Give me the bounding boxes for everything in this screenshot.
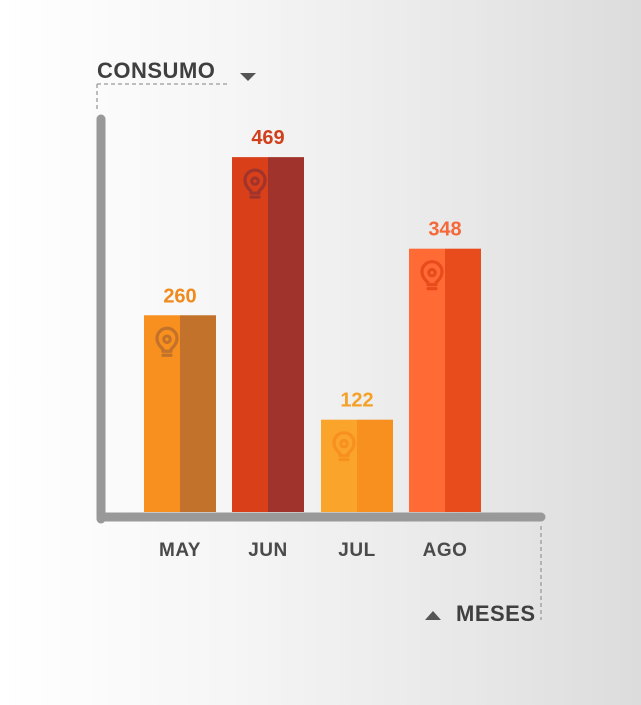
bar-side-ago — [445, 248, 481, 512]
data-label-jul: 122 — [340, 390, 373, 412]
bar-jun: 469 — [232, 127, 304, 512]
bar-side-jul — [357, 419, 393, 512]
lightbulb-icon — [243, 168, 267, 199]
data-label-may: 260 — [163, 285, 196, 307]
tick-label-ago: AGO — [423, 540, 468, 561]
lightbulb-icon — [332, 431, 356, 462]
bar-front-jun — [232, 157, 268, 512]
x-axis-title: MESES — [456, 601, 536, 626]
x-axis-up-icon[interactable] — [425, 611, 441, 620]
tick-label-jun: JUN — [248, 540, 288, 561]
y-axis-title: CONSUMO — [97, 58, 215, 83]
tick-label-may: MAY — [159, 540, 201, 561]
bar-side-may — [180, 315, 216, 512]
bar-front-ago — [409, 248, 445, 512]
data-label-ago: 348 — [428, 219, 461, 241]
data-label-jun: 469 — [251, 127, 284, 149]
bar-jul: 122 — [321, 390, 393, 512]
bar-may: 260 — [144, 285, 216, 512]
bar-side-jun — [268, 157, 304, 512]
y-axis-dropdown-icon[interactable] — [240, 73, 256, 81]
lightbulb-icon — [155, 326, 179, 357]
tick-label-jul: JUL — [338, 540, 375, 561]
bar-ago: 348 — [409, 219, 481, 512]
lightbulb-icon — [420, 260, 444, 291]
bars-group: 260 MAY 469 JUN 122 JUL 348 AGO — [144, 127, 481, 561]
